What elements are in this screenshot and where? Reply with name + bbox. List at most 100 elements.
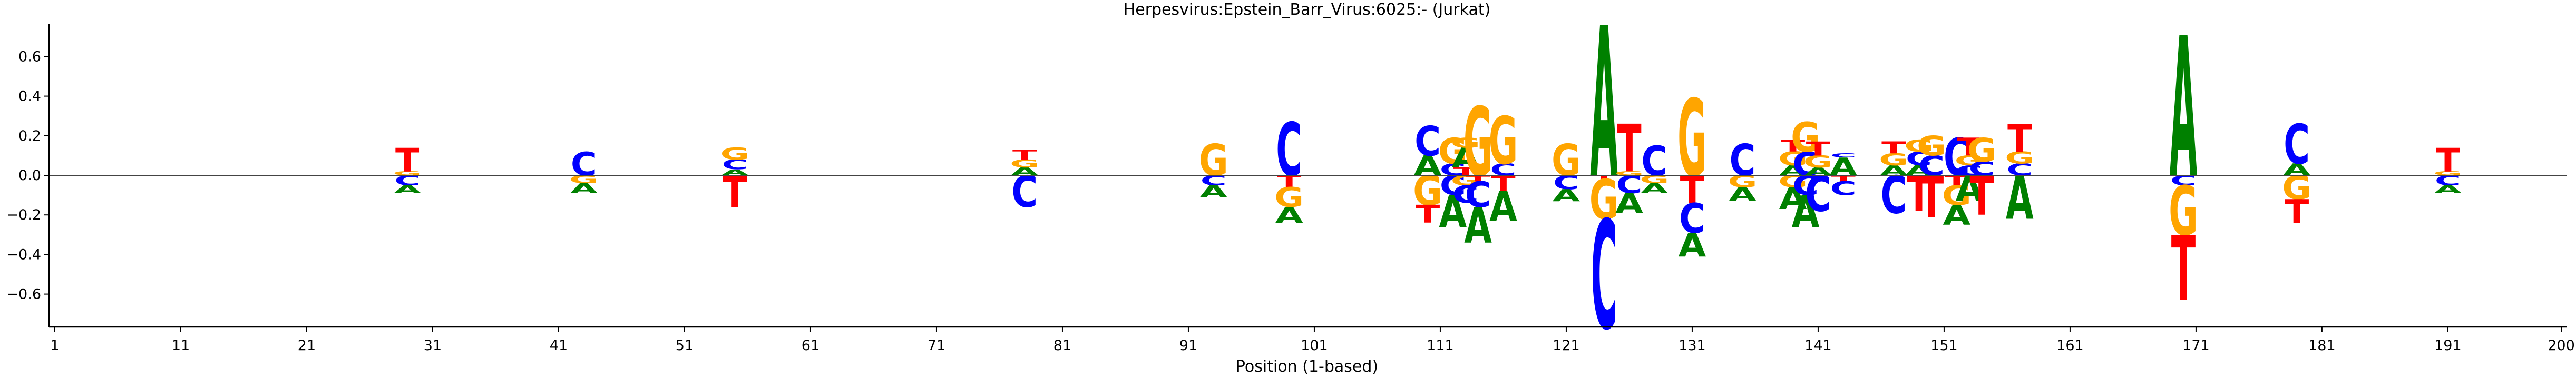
logo-letter-c: C xyxy=(1414,118,1441,165)
logo-letter-c: C xyxy=(1440,161,1466,180)
logo-letter-a: A xyxy=(2283,161,2311,180)
logo-letter-g: G xyxy=(1803,153,1833,172)
x-tick-label: 91 xyxy=(1179,337,1197,354)
logo-letter-t: T xyxy=(1919,165,1944,231)
logo-letter-t: T xyxy=(2436,142,2460,179)
logo-letter-a: A xyxy=(1414,151,1442,182)
y-tick-label: 0.4 xyxy=(18,88,41,105)
logo-letter-t: T xyxy=(2007,116,2032,161)
logo-letter-a: A xyxy=(1792,186,1820,237)
logo-letter-g: G xyxy=(1438,131,1468,172)
logo-letter-c: C xyxy=(1276,107,1302,193)
logo-letter-g: G xyxy=(1010,157,1039,170)
logo-letter-g: G xyxy=(1677,78,1707,201)
y-tick-label: 0.0 xyxy=(18,167,41,184)
logo-letter-t: T xyxy=(1617,111,1641,187)
logo-letter-t: T xyxy=(395,142,419,179)
x-tick-label: 81 xyxy=(1053,337,1071,354)
logo-letter-c: C xyxy=(1830,177,1857,200)
logo-letter-t: T xyxy=(2171,217,2196,321)
logo-letter-c: C xyxy=(1906,147,1932,170)
logo-letter-g: G xyxy=(393,171,422,177)
logo-letter-g: G xyxy=(1199,135,1228,186)
logo-letter-c: C xyxy=(2006,161,2033,180)
x-axis-ticks: 1 11 21 31 41 51 61 71 81 91 101 111 121 131 141 151 161… xyxy=(50,327,2575,354)
x-tick-label: 51 xyxy=(676,337,694,354)
logo-letter-c: C xyxy=(1956,163,1983,178)
logo-letter-a: A xyxy=(394,183,422,196)
y-tick-label: −0.2 xyxy=(6,207,41,223)
logo-letter-g: G xyxy=(1955,153,1984,169)
logo-letter-t: T xyxy=(1781,137,1805,156)
logo-letter-g: G xyxy=(1917,131,1946,162)
logo-letter-g: G xyxy=(1879,151,1908,170)
logo-letter-a: A xyxy=(1489,183,1517,231)
y-tick-label: −0.6 xyxy=(6,286,41,303)
x-tick-label: 21 xyxy=(298,337,316,354)
x-tick-label: 191 xyxy=(2434,337,2462,354)
logo-letter-c: C xyxy=(1969,157,1995,180)
x-tick-label: 141 xyxy=(1804,337,1832,354)
logo-letter-g: G xyxy=(1589,168,1619,232)
x-tick-label: 41 xyxy=(550,337,568,354)
logo-letter-t: T xyxy=(1806,138,1830,160)
x-tick-label: 111 xyxy=(1427,337,1454,354)
logo-letter-g: G xyxy=(2169,172,2198,251)
logo-letter-c: C xyxy=(1490,161,1516,180)
x-tick-label: 200 xyxy=(2548,337,2575,354)
y-tick-label: −0.4 xyxy=(6,246,41,263)
x-tick-label: 121 xyxy=(1553,337,1580,354)
logo-letter-c: C xyxy=(571,146,597,183)
logo-letter-a: A xyxy=(1590,0,1618,224)
y-axis-ticks: −0.6 −0.4 −0.2 0.0 0.2 0.4 0.6 xyxy=(6,48,49,303)
logo-letter-t: T xyxy=(2285,193,2309,231)
logo-letter-a: A xyxy=(2170,0,2198,222)
y-tick-label: 0.6 xyxy=(18,48,41,65)
x-tick-label: 171 xyxy=(2182,337,2210,354)
x-tick-label: 161 xyxy=(2056,337,2084,354)
logo-letter-c: C xyxy=(1679,195,1705,243)
logo-letter-g: G xyxy=(1463,88,1493,198)
logo-letter-a: A xyxy=(1553,186,1580,205)
logo-letter-c: C xyxy=(1830,153,1857,159)
x-tick-label: 151 xyxy=(1930,337,1958,354)
logo-letter-a: A xyxy=(1905,163,1933,178)
logo-letter-g: G xyxy=(1778,147,1808,170)
logo-letter-t: T xyxy=(1969,165,1994,228)
logo-letter-c: C xyxy=(1944,127,1970,187)
logo-letter-t: T xyxy=(1831,174,1856,183)
logo-letter-c: C xyxy=(722,157,748,173)
x-tick-label: 131 xyxy=(1679,337,1706,354)
logo-letter-c: C xyxy=(2284,113,2310,176)
logo-letter-c: C xyxy=(1918,151,1945,182)
logo-letter-t: T xyxy=(723,167,747,217)
x-tick-label: 101 xyxy=(1301,337,1328,354)
logo-letter-g: G xyxy=(1451,135,1480,151)
logo-letter-g: G xyxy=(1967,132,1997,170)
logo-letter-a: A xyxy=(1199,182,1227,201)
logo-letter-c: C xyxy=(1452,181,1479,209)
logo-letter-g: G xyxy=(1615,171,1644,177)
logo-letter-a: A xyxy=(1779,181,1807,216)
logo-letter-a: A xyxy=(1829,153,1857,181)
logo-letter-g: G xyxy=(1274,182,1304,214)
logo-letter-a: A xyxy=(1451,143,1479,174)
logo-letter-t: T xyxy=(1907,166,1931,223)
logo-letter-c: C xyxy=(1591,190,1617,363)
logo-letter-c: C xyxy=(1730,135,1756,186)
x-tick-label: 11 xyxy=(172,337,190,354)
logo-letter-c: C xyxy=(1641,138,1667,185)
logo-letter-g: G xyxy=(1942,180,1972,212)
logo-letter-c: C xyxy=(1011,167,1038,217)
logo-letter-t: T xyxy=(1012,147,1037,163)
logo-letter-c: C xyxy=(1805,166,1831,223)
logo-letter-a: A xyxy=(1464,198,1492,254)
logo-letter-a: A xyxy=(1779,163,1807,178)
logo-letter-a: A xyxy=(1729,183,1757,205)
logo-letter-t: T xyxy=(1881,139,1906,158)
logo-letter-g: G xyxy=(2005,148,2034,167)
logo-letter-g: G xyxy=(1791,114,1820,162)
logo-letter-a: A xyxy=(1275,203,1303,228)
chart-title: Herpesvirus:Epstein_Barr_Virus:6025:- (J… xyxy=(1124,1,1491,19)
